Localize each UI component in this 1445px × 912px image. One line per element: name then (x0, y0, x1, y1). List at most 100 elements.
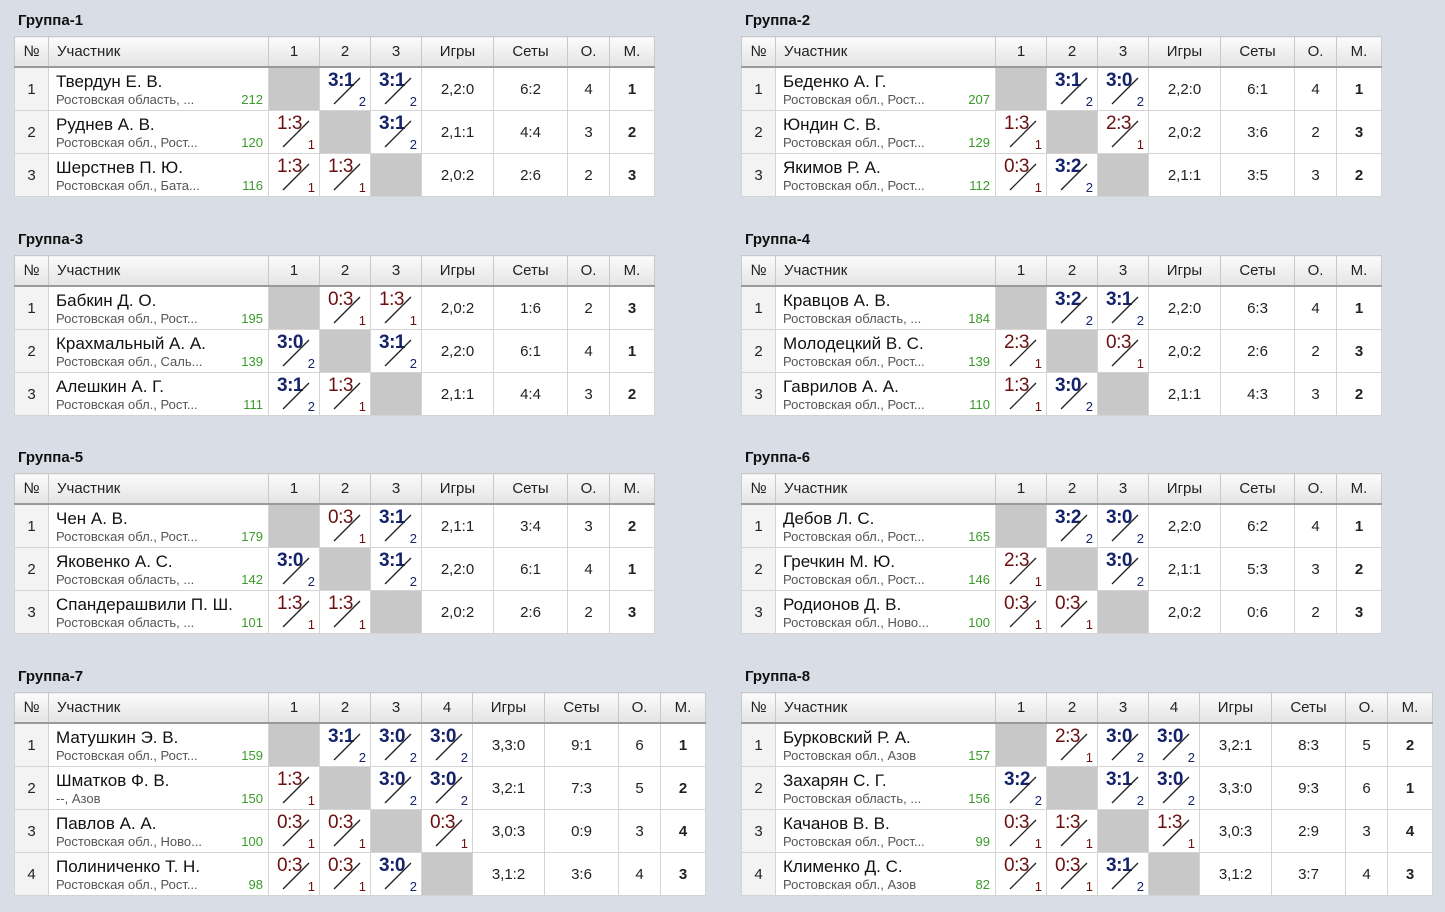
player-name[interactable]: Яковенко А. С. (56, 552, 173, 571)
match-result-cell[interactable]: 3:1 2 (370, 503, 422, 548)
match-score[interactable]: 3:0 (1157, 769, 1183, 790)
match-score[interactable]: 1:3 (277, 769, 302, 790)
match-result-cell[interactable]: 3:0 2 (268, 547, 320, 591)
match-result-cell[interactable]: 3:1 2 (1046, 66, 1098, 111)
match-result-cell[interactable]: 3:0 2 (1046, 372, 1098, 416)
player-cell[interactable]: Яковенко А. С. Ростовская область, ... 142 (48, 547, 269, 591)
match-result-cell[interactable]: 0:3 1 (268, 809, 320, 853)
player-cell[interactable]: Твердун Е. В. Ростовская область, ... 212 (48, 66, 269, 111)
player-cell[interactable]: Молодецкий В. С. Ростовская обл., Рост...… (775, 329, 996, 373)
match-result-cell[interactable]: 3:1 2 (319, 66, 371, 111)
match-score[interactable]: 3:0 (1106, 70, 1132, 91)
match-result-cell[interactable]: 2:3 1 (995, 547, 1047, 591)
match-score[interactable]: 2:3 (1004, 332, 1029, 353)
player-cell[interactable]: Шерстнев П. Ю. Ростовская обл., Бата... 11… (48, 153, 269, 197)
match-score[interactable]: 3:1 (379, 70, 405, 91)
player-name[interactable]: Захарян С. Г. (783, 771, 887, 790)
match-score[interactable]: 0:3 (1004, 156, 1029, 177)
player-name[interactable]: Молодецкий В. С. (783, 334, 924, 353)
match-result-cell[interactable]: 0:3 1 (421, 809, 473, 853)
match-score[interactable]: 0:3 (1055, 593, 1080, 614)
match-result-cell[interactable]: 3:1 2 (370, 329, 422, 373)
match-result-cell[interactable]: 0:3 1 (995, 153, 1047, 197)
match-result-cell[interactable]: 1:3 1 (319, 590, 371, 634)
match-score[interactable]: 1:3 (1055, 812, 1080, 833)
match-result-cell[interactable]: 3:1 2 (370, 110, 422, 154)
match-result-cell[interactable]: 3:2 2 (1046, 285, 1098, 330)
match-score[interactable]: 3:1 (379, 550, 405, 571)
match-score[interactable]: 3:1 (328, 70, 354, 91)
player-cell[interactable]: Шматков Ф. В. --, Азов 150 (48, 766, 269, 810)
match-score[interactable]: 3:1 (277, 375, 303, 396)
match-score[interactable]: 3:2 (1055, 289, 1081, 310)
match-score[interactable]: 3:1 (379, 332, 405, 353)
match-result-cell[interactable]: 3:0 2 (421, 722, 473, 767)
player-cell[interactable]: Качанов В. В. Ростовская обл., Рост... 99 (775, 809, 996, 853)
match-result-cell[interactable]: 3:0 2 (1148, 722, 1200, 767)
match-result-cell[interactable]: 3:1 2 (1097, 766, 1149, 810)
match-score[interactable]: 1:3 (277, 593, 302, 614)
match-result-cell[interactable]: 3:1 2 (319, 722, 371, 767)
player-name[interactable]: Полиниченко Т. Н. (56, 857, 201, 876)
match-score[interactable]: 3:0 (379, 769, 405, 790)
player-name[interactable]: Алешкин А. Г. (56, 377, 165, 396)
match-result-cell[interactable]: 0:3 1 (995, 590, 1047, 634)
player-name[interactable]: Шерстнев П. Ю. (56, 158, 183, 177)
match-result-cell[interactable]: 3:1 2 (370, 547, 422, 591)
player-name[interactable]: Павлов А. А. (56, 814, 157, 833)
match-score[interactable]: 1:3 (1004, 113, 1029, 134)
player-name[interactable]: Беденко А. Г. (783, 72, 887, 91)
player-cell[interactable]: Якимов Р. А. Ростовская обл., Рост... 112 (775, 153, 996, 197)
match-result-cell[interactable]: 0:3 1 (319, 809, 371, 853)
match-score[interactable]: 2:3 (1106, 113, 1131, 134)
match-result-cell[interactable]: 0:3 1 (268, 852, 320, 896)
match-result-cell[interactable]: 1:3 1 (319, 372, 371, 416)
match-score[interactable]: 3:1 (1106, 769, 1132, 790)
player-name[interactable]: Клименко Д. С. (783, 857, 903, 876)
player-name[interactable]: Крахмальный А. А. (56, 334, 206, 353)
match-score[interactable]: 3:0 (277, 332, 303, 353)
player-cell[interactable]: Алешкин А. Г. Ростовская обл., Рост... 111 (48, 372, 269, 416)
player-cell[interactable]: Гречкин М. Ю. Ростовская обл., Рост... 146 (775, 547, 996, 591)
match-result-cell[interactable]: 3:0 2 (1097, 66, 1149, 111)
match-result-cell[interactable]: 3:0 2 (370, 722, 422, 767)
player-name[interactable]: Твердун Е. В. (56, 72, 163, 91)
player-name[interactable]: Якимов Р. А. (783, 158, 881, 177)
player-name[interactable]: Гречкин М. Ю. (783, 552, 896, 571)
match-result-cell[interactable]: 3:0 2 (370, 852, 422, 896)
player-name[interactable]: Бурковский Р. А. (783, 728, 911, 747)
player-name[interactable]: Дебов Л. С. (783, 509, 875, 528)
match-score[interactable]: 1:3 (328, 156, 353, 177)
match-result-cell[interactable]: 2:3 1 (995, 329, 1047, 373)
match-score[interactable]: 3:0 (430, 769, 456, 790)
player-name[interactable]: Качанов В. В. (783, 814, 890, 833)
match-result-cell[interactable]: 2:3 1 (1046, 722, 1098, 767)
match-score[interactable]: 3:0 (1106, 507, 1132, 528)
match-result-cell[interactable]: 1:3 1 (319, 153, 371, 197)
match-score[interactable]: 0:3 (1004, 855, 1029, 876)
match-result-cell[interactable]: 0:3 1 (1046, 852, 1098, 896)
match-score[interactable]: 3:2 (1004, 769, 1030, 790)
match-score[interactable]: 1:3 (1157, 812, 1182, 833)
match-score[interactable]: 1:3 (277, 113, 302, 134)
player-cell[interactable]: Павлов А. А. Ростовская обл., Ново... 100 (48, 809, 269, 853)
match-result-cell[interactable]: 3:0 2 (268, 329, 320, 373)
player-cell[interactable]: Родионов Д. В. Ростовская обл., Ново... 10… (775, 590, 996, 634)
match-score[interactable]: 2:3 (1004, 550, 1029, 571)
match-result-cell[interactable]: 3:0 2 (421, 766, 473, 810)
player-cell[interactable]: Юндин С. В. Ростовская обл., Рост... 129 (775, 110, 996, 154)
player-name[interactable]: Спандерашвили П. Ш. (56, 595, 233, 614)
player-cell[interactable]: Клименко Д. С. Ростовская обл., Азов 82 (775, 852, 996, 896)
match-result-cell[interactable]: 3:2 2 (1046, 153, 1098, 197)
player-cell[interactable]: Гаврилов А. А. Ростовская обл., Рост... 11… (775, 372, 996, 416)
match-result-cell[interactable]: 3:1 2 (1097, 285, 1149, 330)
match-score[interactable]: 3:2 (1055, 507, 1081, 528)
player-name[interactable]: Шматков Ф. В. (56, 771, 170, 790)
match-score[interactable]: 3:0 (1106, 726, 1132, 747)
match-result-cell[interactable]: 0:3 1 (319, 285, 371, 330)
player-name[interactable]: Матушкин Э. В. (56, 728, 179, 747)
match-score[interactable]: 3:0 (1106, 550, 1132, 571)
player-name[interactable]: Чен А. В. (56, 509, 128, 528)
match-score[interactable]: 3:1 (1106, 289, 1132, 310)
match-score[interactable]: 1:3 (328, 593, 353, 614)
